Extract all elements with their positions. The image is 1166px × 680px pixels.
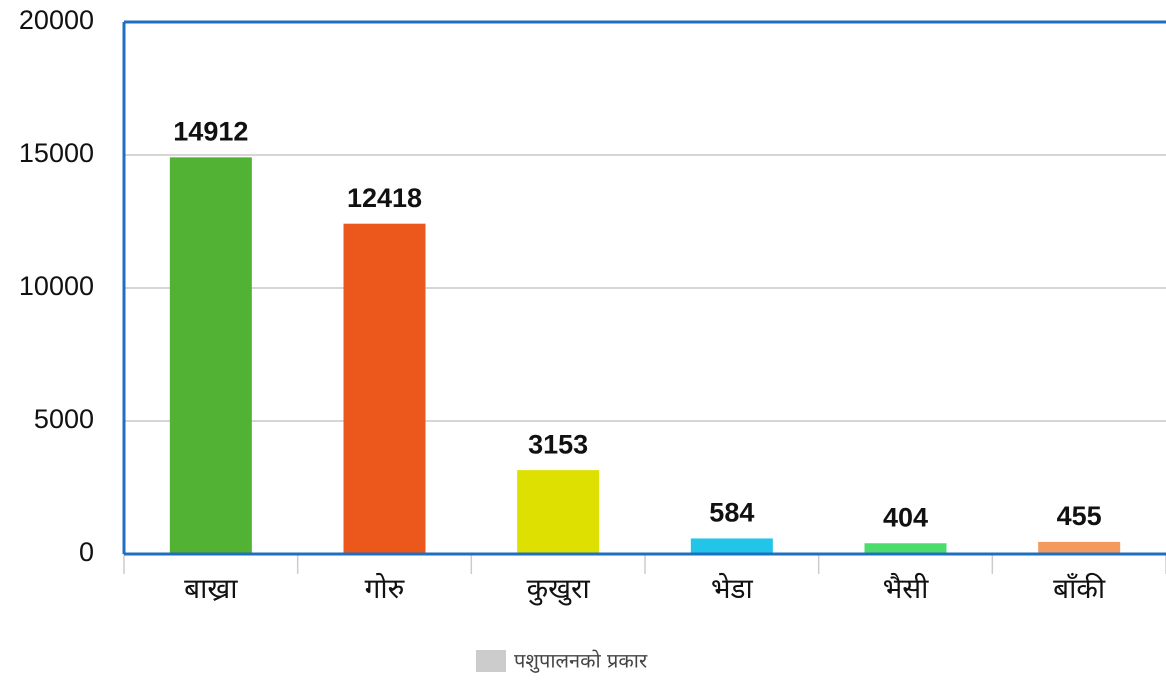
y-tick-label: 0	[79, 537, 94, 567]
x-tick-label: बाख्रा	[184, 572, 238, 605]
legend-label: पशुपालनको प्रकार	[514, 649, 648, 674]
legend-swatch	[476, 650, 506, 672]
value-label: 3153	[528, 429, 588, 459]
y-tick-label: 5000	[34, 404, 94, 434]
bar	[169, 157, 252, 554]
y-tick-label: 15000	[19, 138, 94, 168]
y-tick-label: 10000	[19, 271, 94, 301]
value-label: 404	[883, 502, 928, 532]
bar	[690, 538, 773, 554]
x-tick-label: गोरु	[365, 572, 406, 605]
value-label: 12418	[347, 183, 422, 213]
value-label: 455	[1057, 501, 1102, 531]
bar	[343, 223, 426, 554]
value-label: 14912	[173, 116, 248, 146]
x-tick-label: भैसी	[883, 572, 930, 605]
x-tick-label: भेडा	[711, 572, 754, 605]
value-label: 584	[709, 498, 754, 528]
bar	[1038, 541, 1121, 554]
x-tick-label: बाँकी	[1053, 572, 1106, 605]
bar	[517, 470, 600, 554]
y-tick-label: 20000	[19, 5, 94, 35]
bar	[864, 543, 947, 554]
x-tick-label: कुखुरा	[527, 572, 591, 606]
